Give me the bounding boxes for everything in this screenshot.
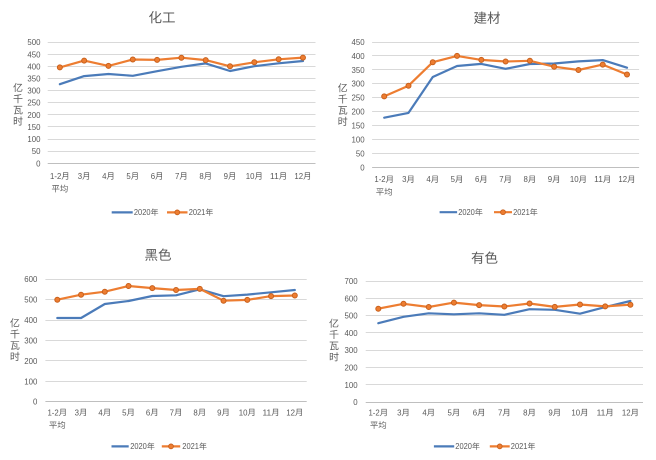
svg-text:300: 300 (345, 345, 358, 355)
svg-text:1-2: 1-2 (368, 407, 380, 417)
svg-text:1-2: 1-2 (50, 171, 62, 181)
svg-text:3: 3 (397, 407, 402, 417)
svg-text:11: 11 (262, 407, 271, 417)
svg-text:150: 150 (352, 121, 365, 131)
svg-text:500: 500 (27, 37, 40, 47)
svg-text:450: 450 (27, 49, 40, 59)
svg-text:100: 100 (27, 134, 40, 144)
svg-text:50: 50 (32, 146, 41, 156)
svg-text:5: 5 (451, 174, 456, 184)
svg-text:11: 11 (597, 407, 606, 417)
svg-text:6: 6 (146, 407, 151, 417)
svg-text:450: 450 (352, 37, 365, 47)
svg-text:11: 11 (270, 171, 279, 181)
svg-text:250: 250 (352, 93, 365, 103)
svg-text:12: 12 (294, 171, 303, 181)
svg-text:10: 10 (571, 407, 580, 417)
svg-text:3: 3 (78, 171, 83, 181)
svg-text:2021: 2021 (189, 208, 206, 217)
svg-text:5: 5 (126, 171, 131, 181)
svg-text:7: 7 (499, 174, 504, 184)
svg-text:200: 200 (352, 107, 365, 117)
svg-text:5: 5 (448, 407, 453, 417)
svg-text:500: 500 (345, 311, 358, 321)
svg-text:600: 600 (24, 274, 37, 284)
svg-text:11: 11 (594, 174, 603, 184)
svg-text:9: 9 (217, 407, 222, 417)
svg-text:12: 12 (618, 174, 627, 184)
svg-text:7: 7 (170, 407, 175, 417)
svg-text:2020: 2020 (134, 208, 151, 217)
svg-text:10: 10 (239, 407, 248, 417)
svg-text:2021: 2021 (513, 208, 530, 217)
svg-text:10: 10 (570, 174, 579, 184)
svg-text:8: 8 (199, 171, 204, 181)
svg-text:400: 400 (27, 61, 40, 71)
svg-text:0: 0 (36, 158, 41, 168)
svg-text:0: 0 (33, 397, 38, 407)
svg-text:600: 600 (345, 293, 358, 303)
svg-text:250: 250 (27, 98, 40, 108)
svg-text:6: 6 (475, 174, 480, 184)
svg-text:500: 500 (24, 295, 37, 305)
svg-text:50: 50 (356, 148, 365, 158)
svg-text:8: 8 (523, 407, 528, 417)
svg-text:200: 200 (345, 363, 358, 373)
svg-text:2020: 2020 (455, 442, 472, 451)
svg-text:300: 300 (24, 335, 37, 345)
svg-text:7: 7 (175, 171, 180, 181)
svg-text:1-2: 1-2 (47, 407, 59, 417)
svg-text:4: 4 (422, 407, 427, 417)
svg-text:2021: 2021 (182, 442, 199, 451)
svg-text:8: 8 (524, 174, 529, 184)
svg-text:9: 9 (548, 174, 553, 184)
svg-text:300: 300 (352, 79, 365, 89)
svg-text:200: 200 (24, 356, 37, 366)
svg-text:6: 6 (151, 171, 156, 181)
svg-text:3: 3 (402, 174, 407, 184)
svg-text:7: 7 (498, 407, 503, 417)
svg-text:12: 12 (622, 407, 631, 417)
svg-text:6: 6 (473, 407, 478, 417)
svg-text:700: 700 (345, 276, 358, 286)
svg-text:350: 350 (27, 74, 40, 84)
svg-text:2020: 2020 (130, 442, 147, 451)
svg-text:10: 10 (246, 171, 255, 181)
svg-text:350: 350 (352, 65, 365, 75)
svg-text:4: 4 (102, 171, 107, 181)
svg-text:4: 4 (426, 174, 431, 184)
svg-text:400: 400 (24, 315, 37, 325)
svg-text:100: 100 (352, 134, 365, 144)
svg-text:2021: 2021 (511, 442, 528, 451)
svg-text:4: 4 (98, 407, 103, 417)
svg-text:8: 8 (193, 407, 198, 417)
svg-text:150: 150 (27, 122, 40, 132)
svg-text:400: 400 (352, 51, 365, 61)
svg-text:300: 300 (27, 86, 40, 96)
svg-text:2020: 2020 (458, 208, 475, 217)
svg-text:9: 9 (548, 407, 553, 417)
svg-text:1-2: 1-2 (374, 174, 386, 184)
svg-text:5: 5 (122, 407, 127, 417)
svg-text:3: 3 (75, 407, 80, 417)
svg-text:100: 100 (24, 376, 37, 386)
svg-text:12: 12 (286, 407, 295, 417)
svg-text:200: 200 (27, 110, 40, 120)
svg-text:0: 0 (353, 397, 358, 407)
svg-text:9: 9 (224, 171, 229, 181)
svg-text:100: 100 (345, 380, 358, 390)
svg-text:0: 0 (360, 162, 365, 172)
svg-text:400: 400 (345, 328, 358, 338)
